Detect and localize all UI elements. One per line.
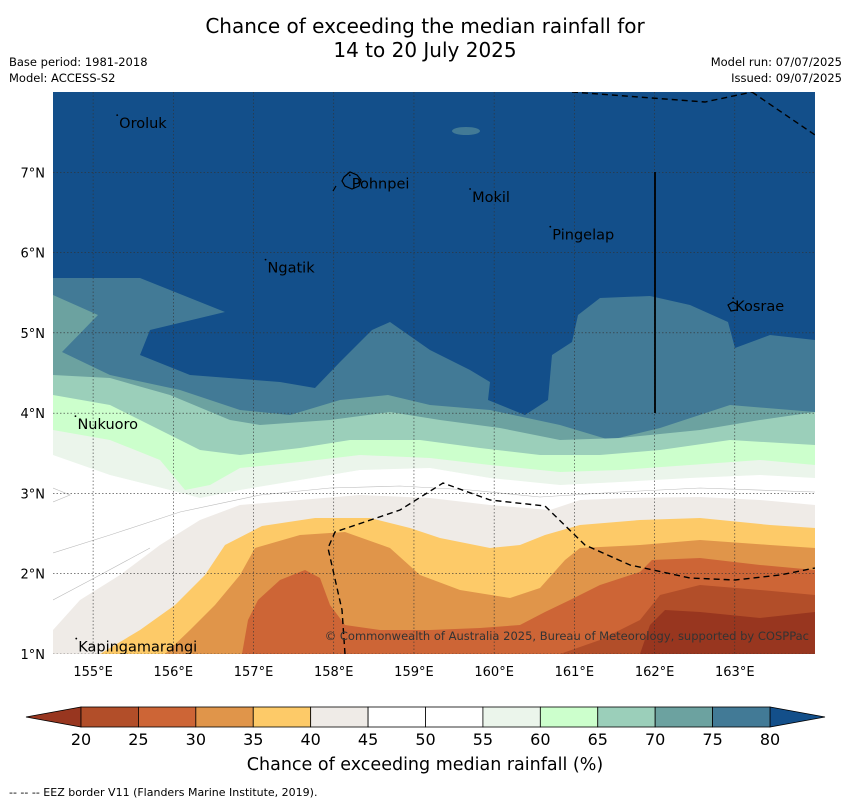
lon-tick-label: 159°E [394, 665, 434, 680]
lon-tick-label: 157°E [234, 665, 274, 680]
colorbar-label: 60 [530, 730, 550, 749]
colorbar-label: 65 [588, 730, 608, 749]
title-line-2: 14 to 20 July 2025 [333, 38, 517, 62]
colorbar-label: 80 [760, 730, 780, 749]
latitude-ticks: 1°N 2°N 3°N 4°N 5°N 6°N 7°N [21, 166, 46, 663]
lat-tick-label: 3°N [21, 487, 46, 502]
place-label: Kapingamarangi [78, 640, 197, 656]
lon-tick-label: 161°E [555, 665, 595, 680]
place-marker [348, 174, 351, 177]
model-run: Model run: 07/07/2025 [710, 55, 842, 69]
title-line-1: Chance of exceeding the median rainfall … [205, 14, 645, 38]
colorbar-swatch [195, 706, 254, 728]
lat-tick-label: 2°N [21, 568, 46, 583]
colorbar-swatch [252, 706, 312, 728]
place-marker [116, 114, 119, 117]
rainfall-field: Oroluk Pohnpei Mokil Pingelap Ngatik Kosrae Nu… [53, 92, 815, 656]
colorbar-swatch [425, 706, 484, 728]
place-marker [549, 225, 552, 228]
meta-left: Base period: 1981-2018 Model: ACCESS-S2 [9, 54, 148, 86]
colorbar-label: 35 [243, 730, 263, 749]
lon-tick-label: 162°E [635, 665, 675, 680]
place-marker [74, 415, 77, 418]
colorbar-swatch [367, 706, 426, 728]
lat-tick-label: 7°N [21, 166, 46, 181]
colorbar-label: 25 [128, 730, 148, 749]
lon-tick-label: 158°E [314, 665, 354, 680]
colorbar-label: 50 [415, 730, 435, 749]
place-label: Nukuoro [77, 417, 138, 433]
colorbar-swatch [310, 706, 369, 728]
colorbar-swatch [654, 706, 713, 728]
longitude-ticks: 155°E 156°E 157°E 158°E 159°E 160°E 161°E 162°E… [73, 665, 754, 680]
colorbar-label: 40 [300, 730, 320, 749]
colorbar-label: 30 [186, 730, 206, 749]
place-labels: Oroluk Pohnpei Mokil Pingelap Ngatik Kosrae Nu… [74, 114, 784, 656]
place-marker [469, 188, 471, 190]
lat-tick-label: 5°N [21, 327, 46, 342]
place-label: Pingelap [552, 228, 614, 244]
colorbar-title: Chance of exceeding median rainfall (%) [246, 755, 604, 775]
lon-tick-label: 155°E [73, 665, 113, 680]
lat-tick-label: 6°N [21, 247, 46, 262]
meta-right: Model run: 07/07/2025 Issued: 09/07/2025 [711, 54, 842, 86]
eez-footnote: -- -- -- EEZ border V11 (Flanders Marine… [9, 786, 318, 799]
colorbar-swatch [482, 706, 541, 728]
colorbar-label: 75 [702, 730, 722, 749]
model-name: Model: ACCESS-S2 [9, 71, 116, 85]
base-period: Base period: 1981-2018 [9, 55, 148, 69]
colorbar-swatch [712, 706, 771, 728]
colorbar-label: 70 [645, 730, 665, 749]
place-label: Mokil [472, 190, 510, 206]
place-marker [732, 297, 735, 300]
place-label: Oroluk [119, 116, 167, 132]
place-label: Pohnpei [352, 176, 410, 192]
colorbar-swatch [80, 706, 139, 728]
eez-border-south [327, 482, 815, 654]
colorbar-swatch [138, 706, 197, 728]
place-marker [264, 258, 267, 261]
faint-contour-lines [53, 485, 815, 601]
colorbar-swatch [597, 706, 656, 728]
lon-tick-label: 160°E [474, 665, 514, 680]
lat-tick-label: 1°N [21, 648, 46, 663]
issued-date: Issued: 09/07/2025 [731, 71, 842, 85]
colorbar-label: 45 [358, 730, 378, 749]
colorbar: 20 25 30 35 40 45 50 55 60 65 70 75 80 [25, 706, 826, 749]
eez-border-north [571, 92, 815, 136]
place-label: Ngatik [268, 261, 316, 277]
lat-tick-label: 4°N [21, 407, 46, 422]
band-under-20 [640, 610, 815, 654]
kosrae-outline [727, 301, 739, 312]
colorbar-label: 20 [71, 730, 91, 749]
map-title: Chance of exceeding the median rainfall … [0, 14, 850, 62]
place-marker [75, 637, 78, 640]
lon-tick-label: 156°E [154, 665, 194, 680]
colorbar-swatch [539, 706, 599, 728]
place-label: Kosrae [735, 299, 784, 315]
pohnpei-outline [332, 171, 362, 192]
copyright-notice: © Commonwealth of Australia 2025, Bureau… [325, 629, 809, 643]
colorbar-label: 55 [473, 730, 493, 749]
lon-tick-label: 163°E [715, 665, 755, 680]
small-contour-patch [452, 127, 480, 135]
colorbar-over-arrow [769, 706, 826, 728]
colorbar-under-arrow [25, 706, 82, 728]
